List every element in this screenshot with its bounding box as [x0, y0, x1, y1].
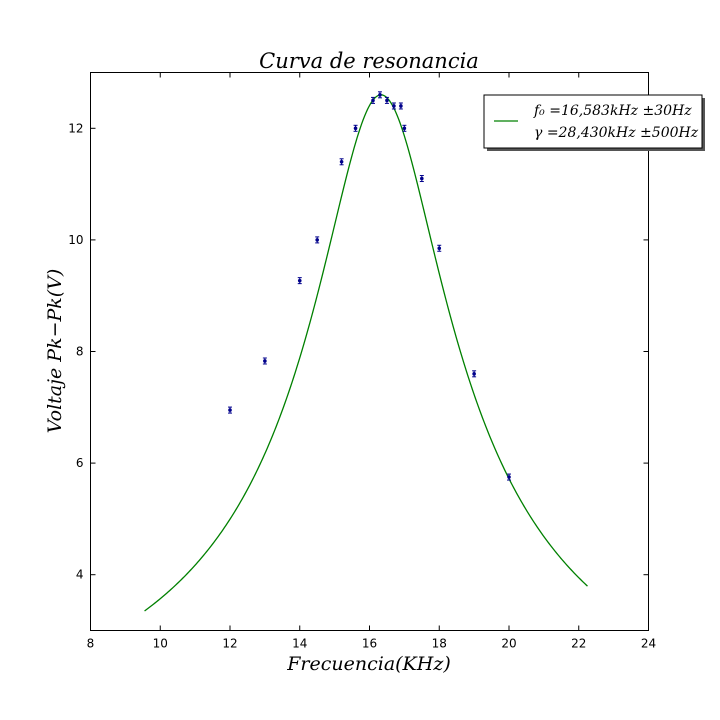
legend-line-2: γ =28,430kHz ±500Hz — [534, 125, 699, 141]
x-tick-label: 18 — [432, 637, 447, 651]
y-tick-label: 12 — [68, 121, 83, 135]
data-point — [402, 124, 407, 132]
legend: f₀ =16,583kHz ±30Hz γ =28,430kHz ±500Hz — [483, 94, 705, 151]
data-point — [391, 102, 396, 110]
x-tick-label: 14 — [292, 637, 307, 651]
x-tick-label: 12 — [222, 637, 237, 651]
data-point — [437, 244, 442, 252]
y-axis-label: Voltaje Pk−Pk(V) — [44, 269, 66, 434]
x-tick-label: 10 — [153, 637, 168, 651]
data-point — [339, 158, 344, 166]
y-tick-label: 4 — [76, 568, 84, 582]
data-point — [398, 102, 403, 110]
data-point — [262, 357, 267, 365]
data-point — [315, 236, 320, 244]
data-point — [297, 277, 302, 285]
data-point — [228, 406, 232, 414]
legend-line-1: f₀ =16,583kHz ±30Hz — [533, 103, 692, 119]
fit-layer — [144, 94, 588, 612]
data-point — [370, 96, 375, 104]
x-axis-label: Frecuencia(KHz) — [286, 653, 451, 675]
x-tick-label: 22 — [571, 637, 586, 651]
legend-box — [483, 94, 703, 149]
ticks-layer: 8 10 12 14 16 18 20 22 24 4 6 8 10 12 — [68, 72, 656, 651]
data-point — [472, 370, 477, 378]
chart-title: Curva de resonancia — [259, 49, 479, 73]
points-layer — [228, 91, 511, 481]
x-tick-label: 8 — [87, 637, 95, 651]
y-tick-label: 10 — [68, 233, 83, 247]
data-point — [419, 175, 424, 183]
x-tick-label: 20 — [501, 637, 516, 651]
data-point — [507, 473, 511, 481]
data-point — [384, 96, 389, 104]
x-tick-label: 24 — [641, 637, 656, 651]
data-point — [353, 124, 358, 132]
y-tick-label: 6 — [76, 456, 84, 470]
data-point — [377, 91, 382, 99]
fit-curve — [144, 94, 588, 612]
y-tick-label: 8 — [76, 345, 84, 359]
plot-frame — [90, 72, 649, 631]
x-tick-label: 16 — [362, 637, 377, 651]
